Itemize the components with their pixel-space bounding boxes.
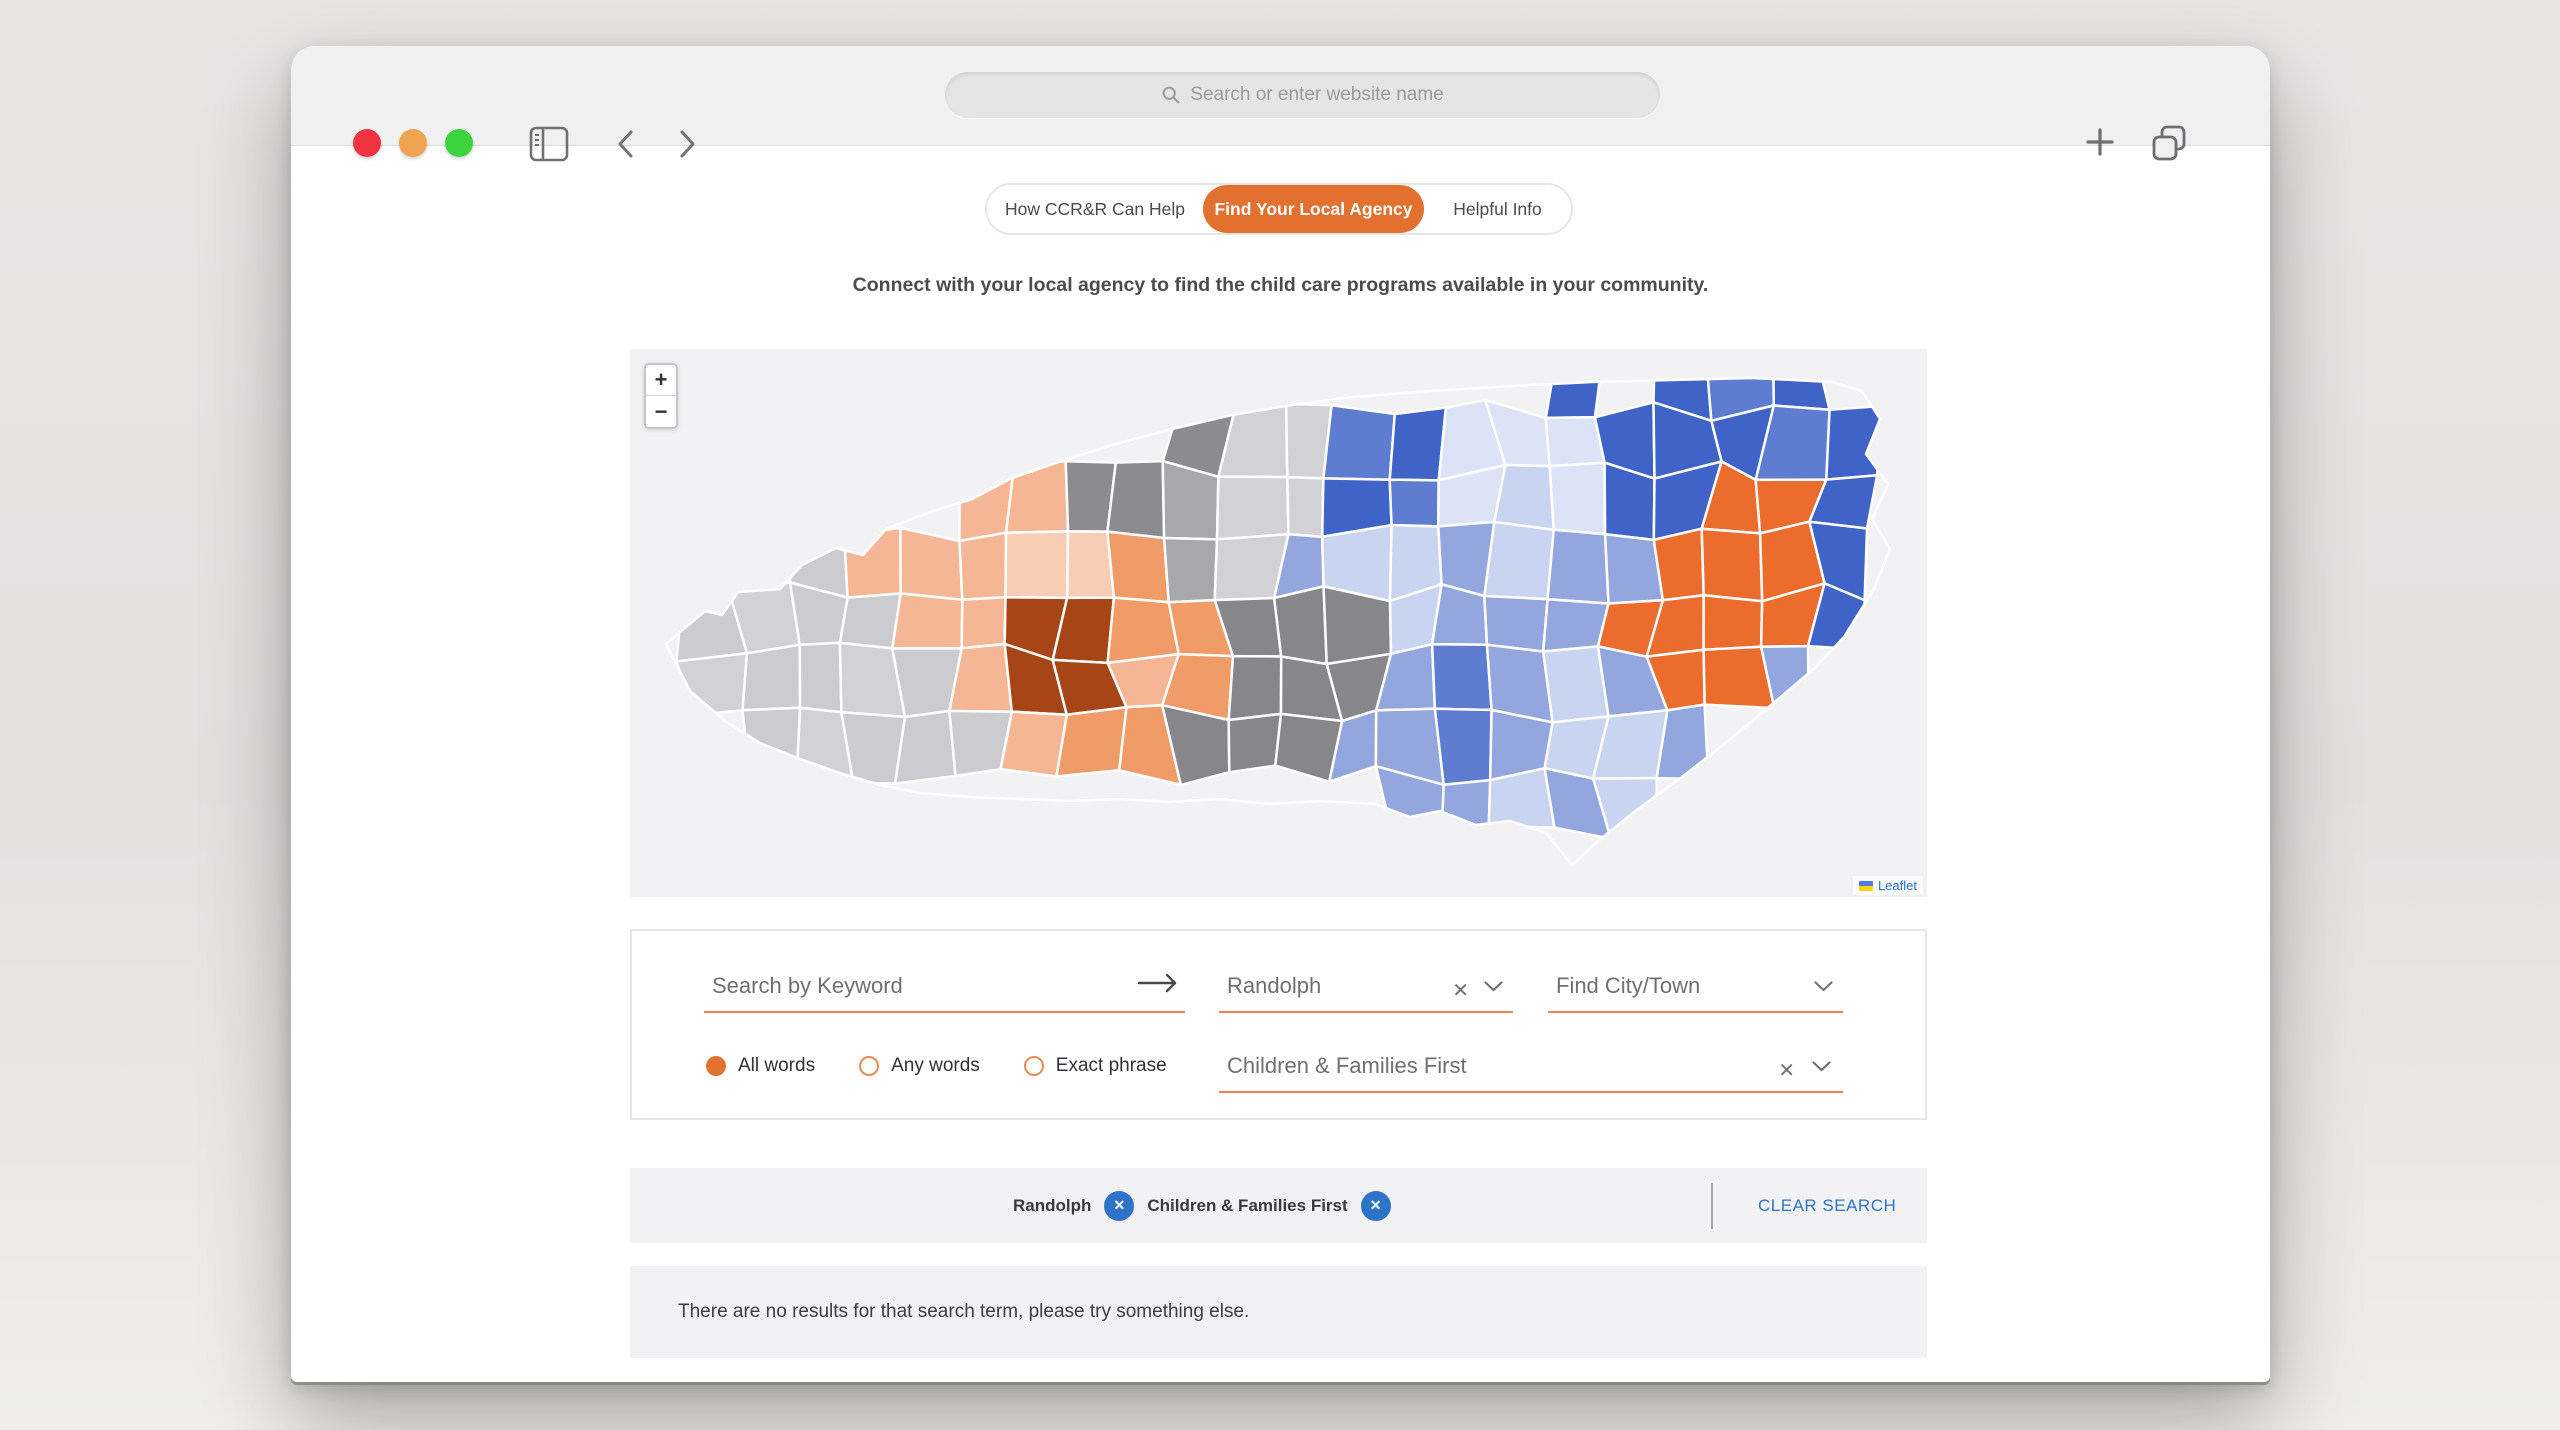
nc-county-map[interactable]: + − Leaflet: [630, 349, 1927, 897]
keyword-match-radios: All words Any words Exact phrase: [706, 1051, 1211, 1081]
city-select-field[interactable]: Find City/Town: [1548, 959, 1843, 1013]
sidebar-toggle-button[interactable]: [529, 126, 569, 165]
agency-clear-icon[interactable]: ✕: [1778, 1060, 1795, 1082]
chip-county-remove-icon[interactable]: ✕: [1104, 1190, 1135, 1221]
arrow-right-icon: [1136, 973, 1180, 998]
address-bar[interactable]: Search or enter website name: [945, 72, 1660, 118]
search-panel: Search by Keyword Randolph ✕ Find City/T…: [630, 929, 1927, 1120]
address-bar-placeholder: Search or enter website name: [1190, 84, 1444, 105]
city-placeholder: Find City/Town: [1556, 973, 1701, 998]
back-button[interactable]: [614, 128, 638, 163]
chevron-down-icon[interactable]: [1812, 1060, 1831, 1075]
chip-agency-remove-icon[interactable]: ✕: [1360, 1190, 1391, 1221]
agency-selected-value: Children & Families First: [1227, 1053, 1467, 1078]
new-tab-button[interactable]: [2084, 126, 2116, 161]
keyword-placeholder: Search by Keyword: [712, 973, 903, 998]
filter-chips: Randolph ✕ Children & Families First ✕: [1013, 1168, 1391, 1243]
radio-exact-phrase[interactable]: Exact phrase: [1023, 1055, 1167, 1077]
chevron-left-icon: [614, 130, 638, 163]
active-filters-bar: Randolph ✕ Children & Families First ✕ C…: [630, 1168, 1927, 1243]
radio-selected-icon: [706, 1056, 726, 1076]
tabs-overview-icon: [2149, 125, 2189, 165]
sidebar-icon: [529, 126, 569, 165]
chevron-down-icon[interactable]: [1814, 980, 1833, 995]
forward-button[interactable]: [675, 128, 699, 163]
keyword-search-field[interactable]: Search by Keyword: [704, 959, 1185, 1013]
zoom-window-button[interactable]: [445, 129, 473, 157]
keyword-submit-button[interactable]: [1136, 971, 1180, 998]
chip-agency-label: Children & Families First: [1147, 1195, 1348, 1215]
county-clear-icon[interactable]: ✕: [1452, 980, 1469, 1002]
minimize-window-button[interactable]: [399, 129, 427, 157]
divider: [1711, 1183, 1713, 1229]
chevron-right-icon: [675, 130, 699, 163]
map-attribution: Leaflet: [1852, 876, 1923, 895]
plus-icon: [2084, 128, 2116, 161]
results-bar: There are no results for that search ter…: [630, 1266, 1927, 1358]
tab-find-your-local-agency[interactable]: Find Your Local Agency: [1203, 185, 1424, 233]
zoom-out-button[interactable]: −: [646, 396, 676, 427]
clear-search-button[interactable]: CLEAR SEARCH: [1758, 1168, 1896, 1243]
leaflet-link[interactable]: Leaflet: [1877, 878, 1917, 893]
close-window-button[interactable]: [353, 129, 381, 157]
county-select-field[interactable]: Randolph ✕: [1219, 959, 1513, 1013]
no-results-message: There are no results for that search ter…: [678, 1301, 1250, 1322]
page-subtitle: Connect with your local agency to find t…: [852, 274, 1709, 296]
tab-helpful-info[interactable]: Helpful Info: [1424, 185, 1571, 233]
tab-how-ccrr-can-help[interactable]: How CCR&R Can Help: [987, 185, 1203, 233]
radio-unselected-icon: [1023, 1056, 1044, 1076]
map-zoom-control: + −: [644, 363, 678, 429]
zoom-in-button[interactable]: +: [646, 365, 676, 396]
chip-county-label: Randolph: [1013, 1195, 1092, 1215]
chevron-down-icon[interactable]: [1484, 980, 1503, 995]
page-tab-group: How CCR&R Can Help Find Your Local Agenc…: [985, 183, 1573, 235]
search-icon: [1161, 85, 1181, 105]
ukraine-flag-icon: [1858, 880, 1873, 891]
county-polygons[interactable]: [630, 349, 1927, 897]
radio-all-words[interactable]: All words: [706, 1055, 815, 1077]
browser-window: Search or enter website name How CCR&R C…: [291, 46, 2270, 1382]
agency-select-field[interactable]: Children & Families First ✕: [1219, 1039, 1843, 1093]
browser-toolbar: Search or enter website name: [291, 46, 2270, 162]
show-tabs-button[interactable]: [2149, 124, 2189, 165]
radio-unselected-icon: [859, 1056, 880, 1076]
radio-any-words[interactable]: Any words: [859, 1055, 980, 1077]
county-selected-value: Randolph: [1227, 973, 1322, 998]
